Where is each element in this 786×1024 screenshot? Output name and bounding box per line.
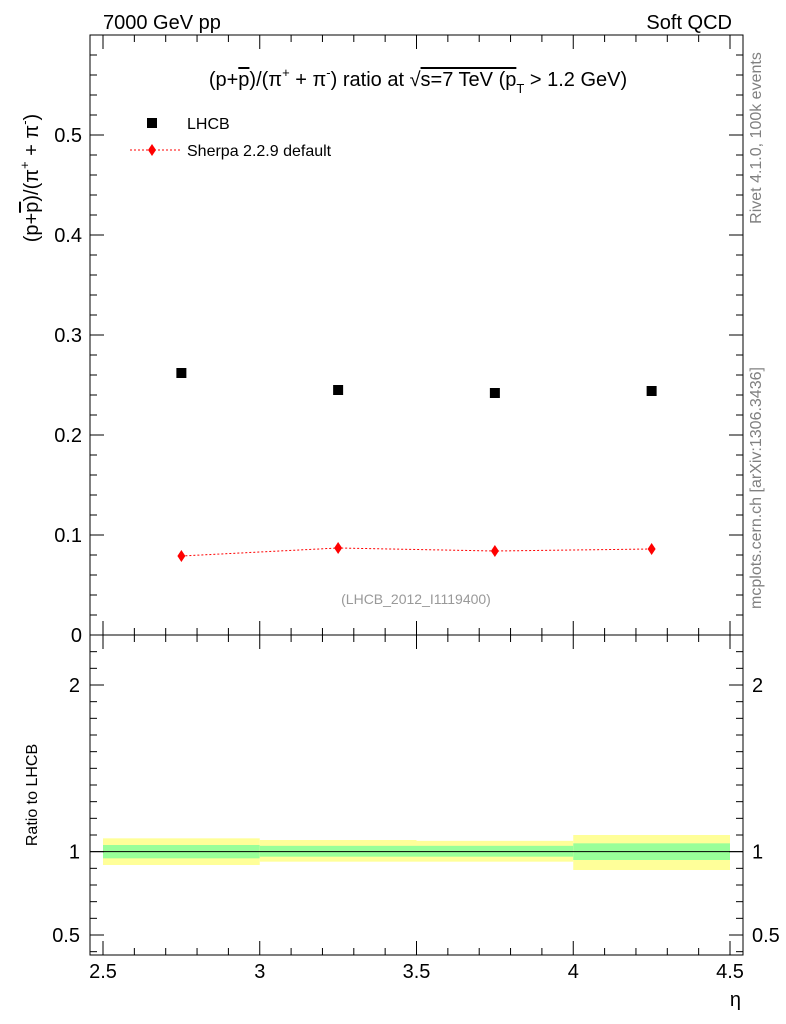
ratio-bands: [103, 835, 730, 870]
mc-point: [490, 545, 499, 557]
ratio-tick-labels-left: 0.5 1 2: [52, 675, 80, 947]
ratio-tick-label: 1: [69, 842, 80, 864]
header-right: Soft QCD: [646, 12, 732, 34]
x-tick-label: 3.5: [403, 961, 431, 983]
header-left: 7000 GeV pp: [103, 12, 221, 34]
x-tick-label: 3: [254, 961, 265, 983]
legend-mc-marker: [148, 144, 156, 156]
ratio-tick-label-right: 0.5: [752, 925, 780, 947]
ratio-tick-label: 0.5: [52, 925, 80, 947]
y-tick-label: 0.4: [54, 225, 82, 247]
data-point: [333, 385, 344, 395]
y-tick-label: 0.1: [54, 525, 82, 547]
data-series: [176, 368, 657, 398]
legend-mc-label: Sherpa 2.2.9 default: [187, 143, 332, 160]
pbar-title: p: [238, 69, 249, 91]
data-point: [646, 386, 657, 396]
x-tick-labels: 2.5 3 3.5 4 4.5: [89, 961, 744, 983]
plot-title: (p+p)/(π+ + π-) ratio at √s=7 TeV (pT > …: [209, 65, 627, 96]
y-tick-label: 0.2: [54, 425, 82, 447]
ratio-tick-label: 2: [69, 675, 80, 697]
axis-ticks: [90, 34, 743, 955]
x-tick-label: 2.5: [89, 961, 117, 983]
ratio-tick-labels-right: 0.5 1 2: [752, 675, 780, 947]
data-point: [176, 368, 187, 378]
y-axis-label: (p+p)/(π+ + π-): [17, 114, 43, 242]
ratio-tick-label-right: 2: [752, 675, 763, 697]
mc-point: [177, 550, 186, 562]
ratio-tick-label-right: 1: [752, 842, 763, 864]
mc-series: [177, 542, 656, 562]
x-axis-label: η: [730, 989, 741, 1011]
analysis-watermark: (LHCB_2012_I1119400): [341, 591, 491, 607]
y-tick-label: 0.5: [54, 125, 82, 147]
x-tick-label: 4: [568, 961, 579, 983]
mcplots-label: mcplots.cern.ch [arXiv:1306.3436]: [748, 367, 765, 609]
legend-data-marker: [147, 118, 157, 128]
mc-series-line: [181, 547, 652, 557]
mc-point: [334, 542, 343, 554]
ratio-axis-label: Ratio to LHCB: [24, 744, 41, 846]
ratio-panel-frame: [89, 634, 744, 956]
data-point: [489, 388, 500, 398]
legend-data-label: LHCB: [187, 116, 230, 133]
rivet-label: Rivet 4.1.0, 100k events: [748, 52, 765, 224]
y-tick-label: 0: [71, 625, 82, 647]
y-tick-label: 0.3: [54, 325, 82, 347]
mc-point: [647, 543, 656, 555]
y-tick-labels: 0 0.1 0.2 0.3 0.4 0.5: [54, 125, 82, 647]
x-tick-label: 4.5: [716, 961, 744, 983]
